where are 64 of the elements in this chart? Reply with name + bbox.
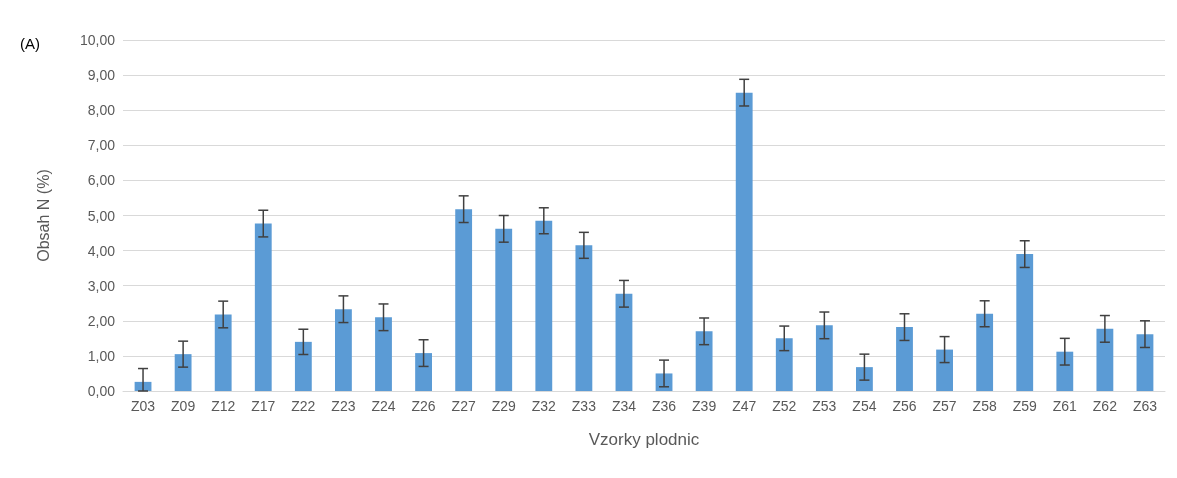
y-tick-label: 0,00 — [87, 383, 116, 399]
x-tick-label: Z61 — [1052, 398, 1078, 414]
y-tick-label: 10,00 — [79, 32, 116, 48]
x-tick-label: Z57 — [932, 398, 957, 414]
text: (A) — [20, 35, 40, 52]
bar — [415, 353, 432, 391]
x-tick-label: Z52 — [772, 398, 797, 414]
bar — [976, 313, 994, 391]
bar — [455, 209, 473, 391]
bar — [214, 314, 232, 391]
x-tick-label: Z24 — [371, 398, 396, 414]
bar — [174, 354, 192, 391]
y-tick-label: 5,00 — [87, 207, 116, 224]
x-tick-label: Z53 — [812, 398, 837, 414]
bar — [254, 223, 272, 391]
x-tick-label: Z39 — [692, 398, 717, 414]
x-tick-label: Z62 — [1092, 398, 1118, 414]
x-tick-label: Z33 — [571, 398, 597, 414]
x-tick-label: Z12 — [211, 398, 236, 414]
x-tick-label: Z54 — [852, 398, 877, 414]
bar — [695, 331, 713, 391]
bar — [896, 327, 913, 391]
y-tick-label: 6,00 — [87, 172, 116, 189]
bar — [1136, 334, 1154, 391]
x-tick-label: Z59 — [1012, 398, 1038, 414]
x-tick-label: Z22 — [291, 398, 316, 414]
x-tick-label: Z36 — [651, 398, 677, 414]
x-tick-label: Z29 — [491, 398, 517, 414]
x-tick-label: Z09 — [171, 398, 196, 414]
y-axis-title: Obsah N (%) — [34, 169, 52, 262]
bar — [495, 228, 513, 391]
x-tick-label: Z32 — [531, 398, 557, 414]
x-tick-label: Z17 — [251, 398, 276, 414]
bar — [815, 325, 833, 391]
bar — [294, 341, 312, 391]
x-tick-label: Z03 — [130, 398, 156, 414]
bar — [1056, 351, 1074, 391]
bar — [775, 338, 793, 391]
x-tick-label: Z26 — [411, 398, 436, 414]
y-tick-label: 4,00 — [87, 242, 116, 259]
bar — [1016, 254, 1034, 391]
x-tick-label: Z34 — [611, 398, 637, 414]
bar — [575, 245, 593, 391]
bar — [735, 92, 753, 391]
bar — [1096, 328, 1114, 391]
y-tick-label: 8,00 — [87, 102, 116, 119]
y-tick-label: 7,00 — [87, 137, 116, 154]
y-tick-label: 9,00 — [87, 67, 116, 84]
x-tick-label: Z63 — [1132, 398, 1158, 414]
bar — [375, 317, 392, 391]
x-axis-title: Vzorky plodnic — [588, 430, 700, 449]
bar — [615, 293, 633, 391]
x-tick-label: Z27 — [451, 398, 476, 414]
bar — [335, 309, 352, 391]
x-tick-label: Z47 — [732, 398, 757, 414]
bar — [936, 349, 953, 391]
x-tick-label: Z58 — [972, 398, 997, 414]
y-tick-label: 3,00 — [87, 277, 116, 294]
x-tick-label: Z23 — [331, 398, 356, 414]
x-tick-label: Z56 — [892, 398, 917, 414]
bar — [535, 220, 553, 391]
bar — [856, 367, 873, 391]
y-tick-label: 2,00 — [87, 312, 116, 329]
y-tick-label: 1,00 — [87, 347, 116, 364]
